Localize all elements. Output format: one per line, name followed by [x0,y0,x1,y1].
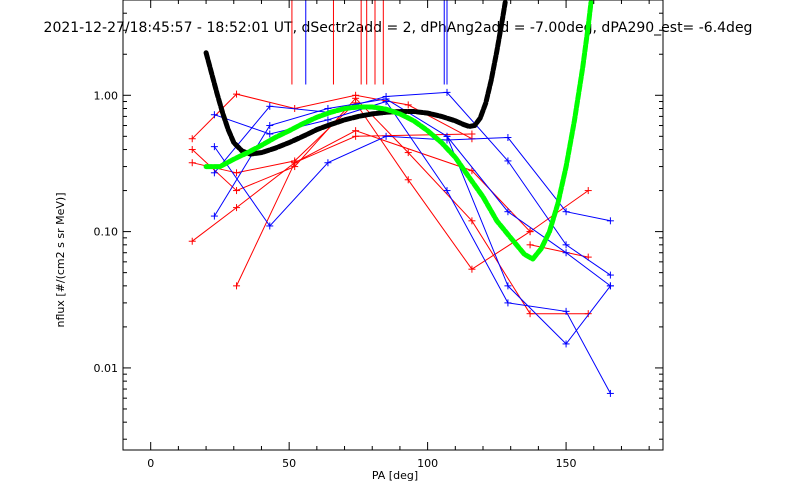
x-tick-label: 150 [556,457,577,470]
green-fit-curve [203,0,594,263]
red-plus-marker [468,217,476,225]
red-plus-marker [526,228,534,236]
black-fit-curve [203,0,508,157]
blue-plus-marker [606,271,614,279]
y-axis: 0.01 0.10 1.00 [94,0,663,440]
y-tick-label: 1.00 [94,89,119,102]
blue-plus-marker [210,143,218,151]
x-tick-label: 100 [417,457,438,470]
blue-series-line [213,98,611,287]
red-series-line [236,133,472,287]
y-tick-label: 0.10 [94,226,119,239]
blue-plus-marker [443,132,451,140]
x-tick-label: 0 [147,457,154,470]
blue-plus-marker [324,116,332,124]
blue-plus-marker [382,132,390,140]
blue-plus-marker [382,98,390,106]
plot-frame [122,0,664,451]
red-plus-marker [526,241,534,249]
blue-plus-marker [504,134,512,142]
red-plus-marker [188,159,196,167]
blue-plus-marker [266,130,274,138]
red-series-line [191,130,589,242]
red-plus-marker [233,90,241,98]
y-tick-label: 0.01 [94,362,119,375]
red-plus-marker [404,149,412,157]
blue-plus-marker [324,159,332,167]
red-plus-marker [468,130,476,138]
x-tick-label: 50 [282,457,296,470]
red-plus-marker [233,187,241,195]
red-plus-marker [468,265,476,273]
red-series-line [192,102,531,270]
blue-plus-marker [266,122,274,130]
blue-plus-marker [562,208,570,216]
blue-plus-marker [562,241,570,249]
plot-content [188,0,614,397]
blue-plus-marker [562,307,570,315]
blue-plus-marker [504,157,512,165]
blue-plus-marker [606,217,614,225]
blue-plus-marker [443,187,451,195]
red-plus-marker [404,101,412,109]
blue-series-line [446,136,611,345]
blue-plus-marker [210,169,218,177]
red-plus-marker [233,282,241,290]
red-plus-marker [188,237,196,245]
blue-plus-marker [562,249,570,257]
red-series-line [191,97,589,315]
blue-series-line [214,91,611,276]
blue-plus-marker [443,88,451,96]
red-plus-marker [404,176,412,184]
blue-plus-marker [504,299,512,307]
red-plus-marker [291,159,299,167]
blue-plus-marker [266,102,274,110]
blue-plus-marker [606,389,614,397]
red-plus-marker [526,310,534,318]
blue-plus-marker [210,111,218,119]
blue-plus-marker [210,212,218,220]
chart-title: 2021-12-27/18:45:57 - 18:52:01 UT, dSect… [44,20,753,36]
red-plus-marker [188,146,196,154]
red-plus-marker [584,187,592,195]
red-plus-marker [188,135,196,143]
blue-plus-marker [606,282,614,290]
blue-plus-marker [504,282,512,290]
red-plus-marker [233,169,241,177]
blue-plus-marker [562,340,570,348]
red-plus-marker [233,204,241,212]
red-plus-marker [352,132,360,140]
x-axis: 0 50 100 150 [147,0,650,470]
x-axis-label: PA [deg] [372,469,418,482]
blue-plus-marker [504,208,512,216]
blue-series-line [214,100,611,394]
red-plus-marker [584,310,592,318]
y-axis-label: nflux [#/(cm2 s sr MeV)] [54,193,67,328]
blue-plus-marker [266,222,274,230]
